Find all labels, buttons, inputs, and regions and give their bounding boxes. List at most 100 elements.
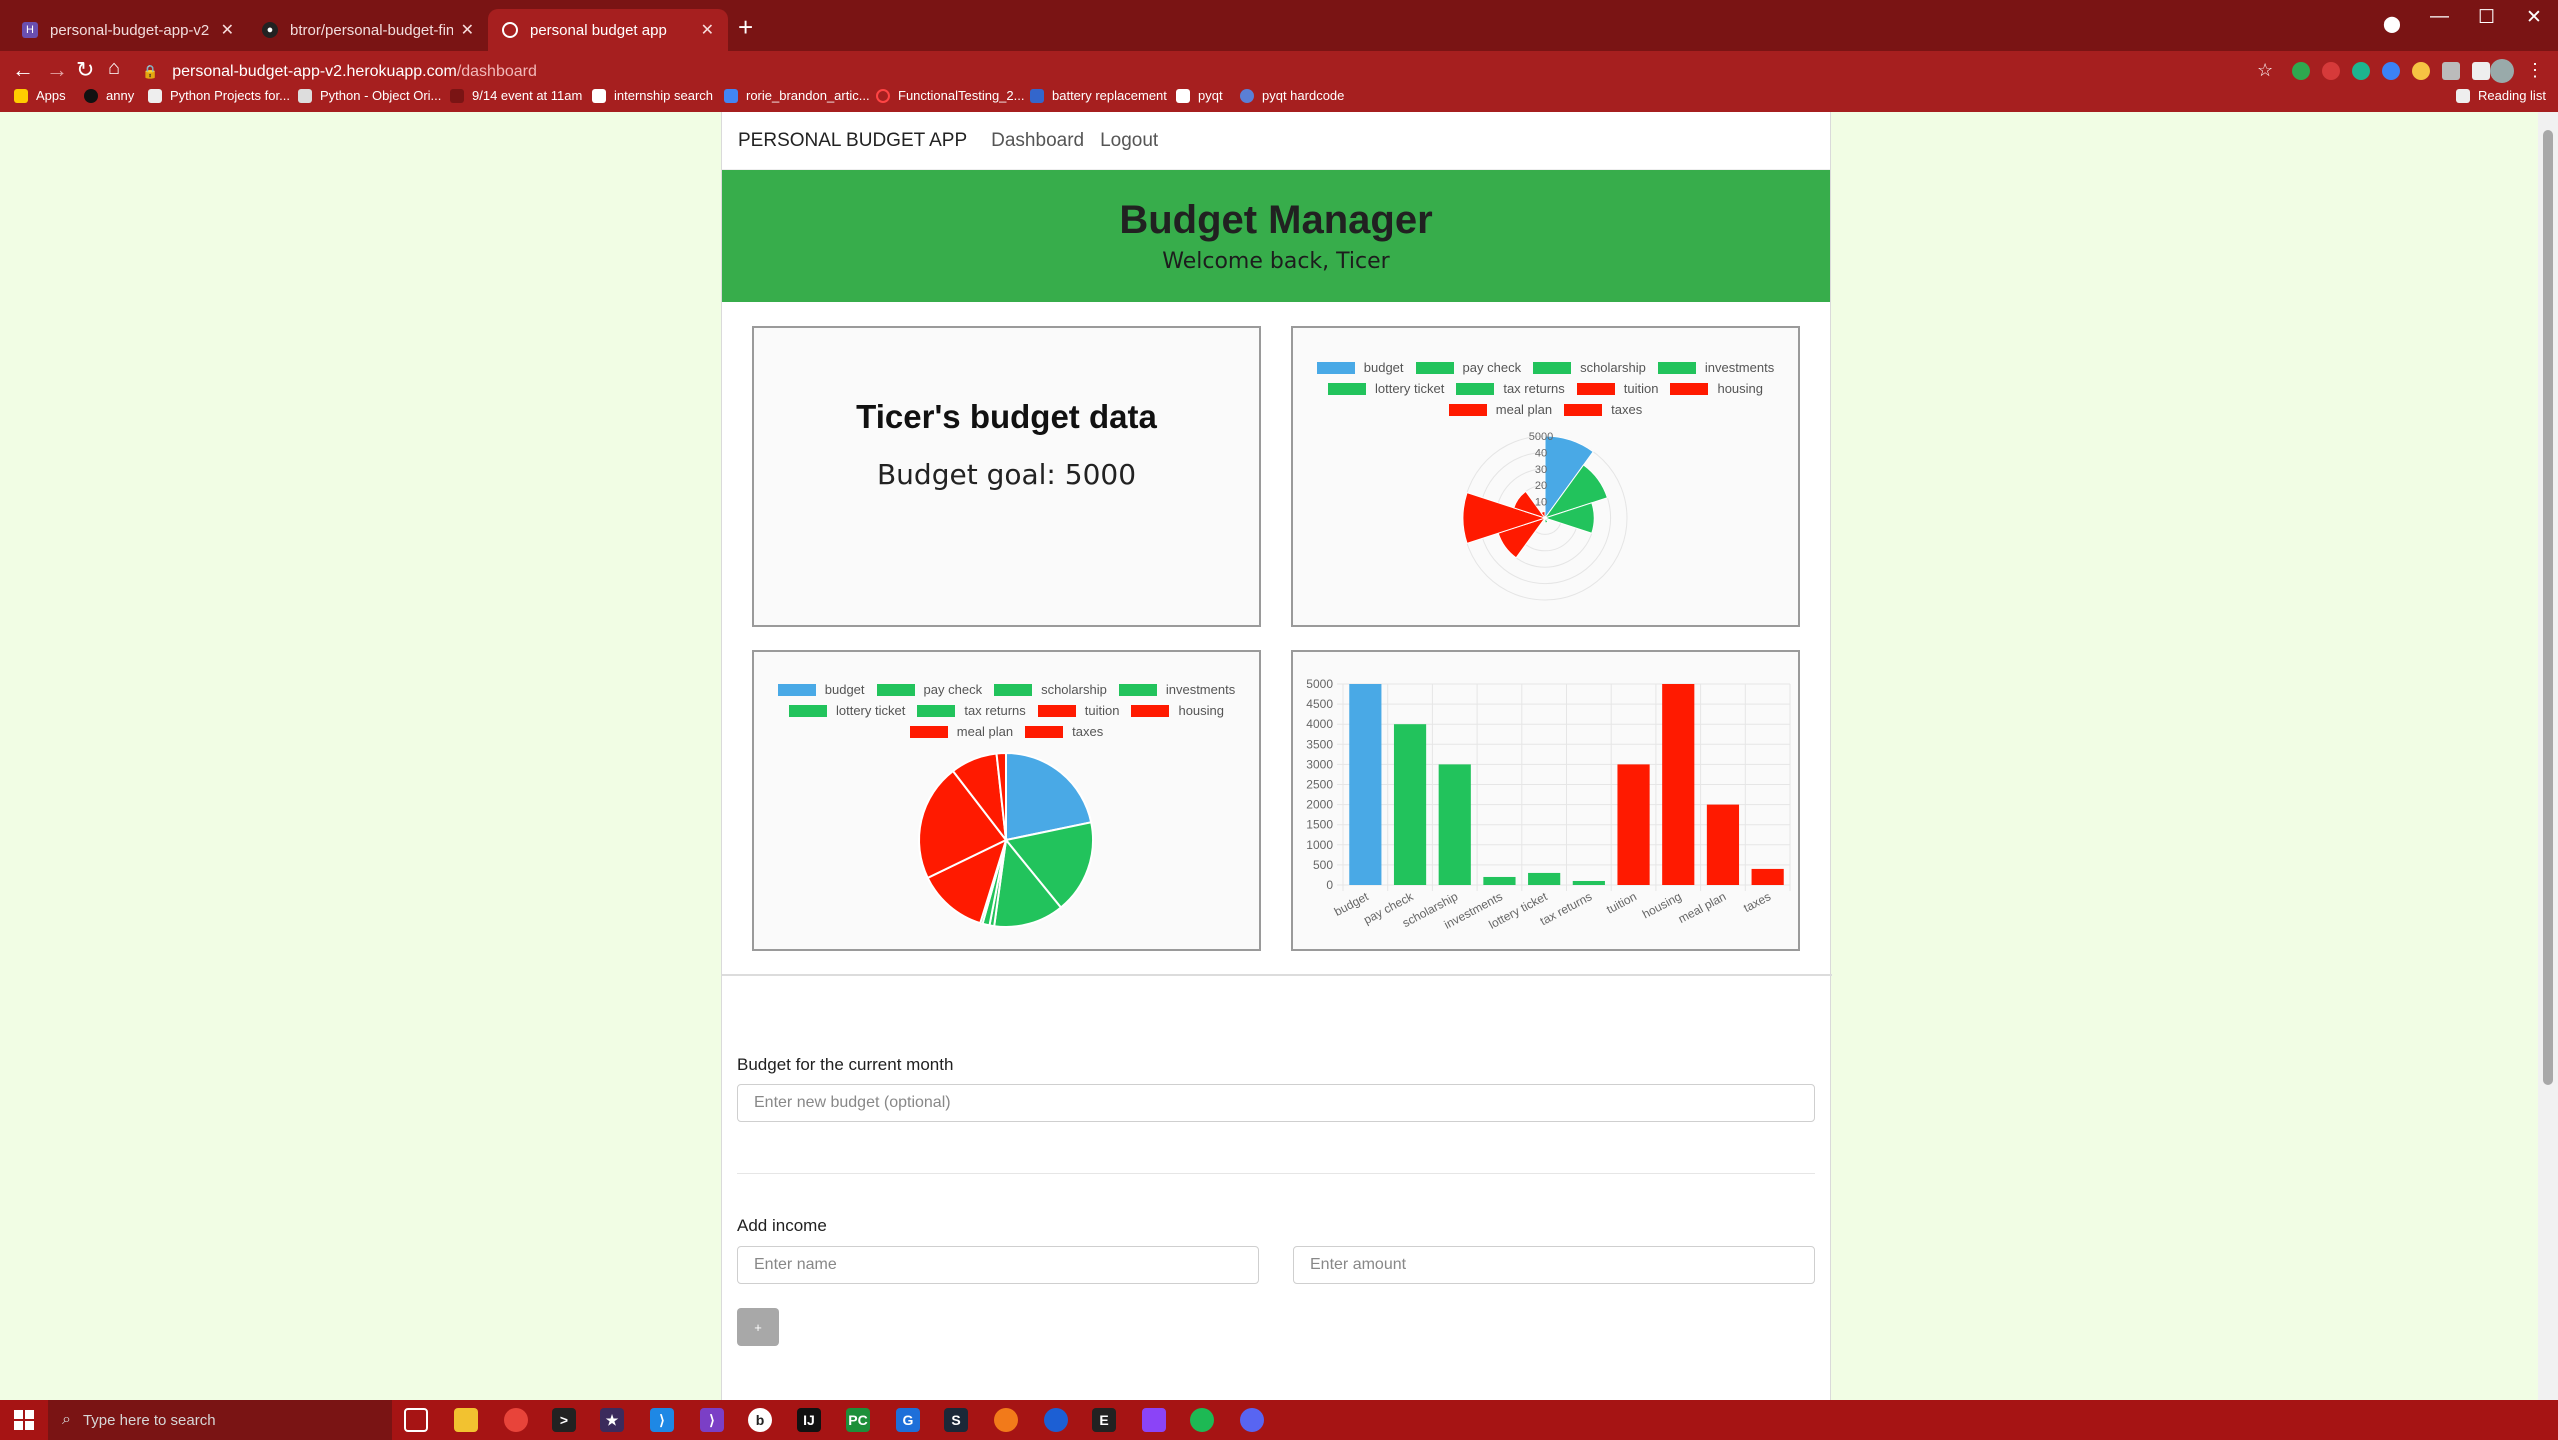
- bookmark-item[interactable]: 9/14 event at 11am: [450, 88, 582, 103]
- legend-item[interactable]: meal plan: [1448, 402, 1552, 417]
- brand[interactable]: PERSONAL BUDGET APP: [738, 129, 968, 151]
- close-tab-icon[interactable]: ✕: [460, 22, 474, 39]
- income-amount-input[interactable]: [1293, 1246, 1815, 1284]
- scrollbar-thumb[interactable]: [2543, 130, 2553, 1085]
- close-tab-icon[interactable]: ✕: [700, 22, 714, 39]
- profile-dropdown-icon[interactable]: ⬤: [2383, 16, 2401, 33]
- legend-item[interactable]: lottery ticket: [788, 703, 906, 718]
- close-tab-icon[interactable]: ✕: [220, 22, 234, 39]
- spotify-icon[interactable]: [1190, 1408, 1214, 1432]
- minimize-icon[interactable]: —: [2430, 6, 2449, 27]
- nav-logout[interactable]: Logout: [1100, 129, 1159, 151]
- budget-input[interactable]: [737, 1084, 1815, 1122]
- bar: [1572, 880, 1605, 885]
- doc-icon: [724, 88, 738, 103]
- chrome-icon[interactable]: [504, 1408, 528, 1432]
- legend-item[interactable]: housing: [1131, 703, 1224, 718]
- discord-icon[interactable]: [1240, 1408, 1264, 1432]
- adblock-icon[interactable]: [2322, 62, 2340, 80]
- scrollbar[interactable]: [2538, 112, 2558, 1400]
- bookmark-item[interactable]: battery replacement: [1030, 88, 1167, 103]
- legend-item[interactable]: budget: [777, 682, 865, 697]
- close-window-icon[interactable]: ✕: [2526, 7, 2542, 28]
- bookmark-item[interactable]: pyqt: [1176, 88, 1223, 103]
- legend-item[interactable]: tuition: [1037, 703, 1120, 718]
- browser-tab[interactable]: ● btror/personal-budget-final-v2: ... ✕: [248, 9, 488, 51]
- twitch-icon[interactable]: [1142, 1408, 1166, 1432]
- bookmark-item[interactable]: Python Projects for...: [148, 88, 290, 103]
- taskbar-search[interactable]: ⌕ Type here to search: [48, 1400, 392, 1440]
- bookmark-item[interactable]: internship search: [592, 88, 713, 103]
- legend-item[interactable]: pay check: [1415, 360, 1521, 375]
- legend-label: lottery ticket: [835, 703, 906, 718]
- app-icon[interactable]: G: [896, 1408, 920, 1432]
- page-viewport: PERSONAL BUDGET APP Dashboard Logout Bud…: [0, 112, 2558, 1400]
- home-icon[interactable]: ⌂: [108, 57, 121, 79]
- legend-row: lottery ticket tax returns tuition housing: [1293, 381, 1798, 396]
- extensions-puzzle-icon[interactable]: [2442, 62, 2460, 80]
- legend-item[interactable]: scholarship: [994, 682, 1107, 697]
- app-icon[interactable]: E: [1092, 1408, 1116, 1432]
- legend-item[interactable]: pay check: [876, 682, 982, 697]
- extension-icon[interactable]: [2352, 62, 2370, 80]
- pycharm-icon[interactable]: PC: [846, 1408, 870, 1432]
- new-tab-icon[interactable]: +: [738, 12, 754, 42]
- visual-studio-icon[interactable]: ⟩: [700, 1408, 724, 1432]
- reading-list[interactable]: Reading list: [2456, 88, 2546, 103]
- bookmark-star-icon[interactable]: ☆: [2257, 60, 2274, 80]
- legend-label: tuition: [1084, 703, 1120, 718]
- legend-item[interactable]: housing: [1670, 381, 1763, 396]
- app-icon[interactable]: b: [748, 1408, 772, 1432]
- profile-avatar[interactable]: [2490, 59, 2514, 83]
- windows-taskbar: ⌕ Type here to search > ★ ⟩ ⟩ b IJ PC G S…: [0, 1400, 2558, 1440]
- legend-label: housing: [1178, 703, 1225, 718]
- file-explorer-icon[interactable]: [454, 1408, 478, 1432]
- intellij-icon[interactable]: IJ: [797, 1408, 821, 1432]
- legend-item[interactable]: tax returns: [917, 703, 1026, 718]
- bookmark-icon: [84, 88, 98, 103]
- legend-swatch: [1316, 361, 1355, 374]
- terminal-icon[interactable]: >: [552, 1408, 576, 1432]
- app-icon[interactable]: [1044, 1408, 1068, 1432]
- bookmark-item[interactable]: Python - Object Ori...: [298, 88, 441, 103]
- steam-icon[interactable]: S: [944, 1408, 968, 1432]
- legend-item[interactable]: tuition: [1576, 381, 1658, 396]
- back-icon[interactable]: ←: [12, 57, 34, 82]
- extension-icon[interactable]: [2412, 62, 2430, 80]
- income-name-input[interactable]: [737, 1246, 1259, 1284]
- legend-item[interactable]: meal plan: [909, 724, 1013, 739]
- legend-item[interactable]: taxes: [1025, 724, 1103, 739]
- app-icon[interactable]: [994, 1408, 1018, 1432]
- pie-slice: [993, 837, 1063, 928]
- legend-item[interactable]: investments: [1657, 360, 1774, 375]
- bookmark-apps[interactable]: Apps: [14, 88, 66, 103]
- menu-kebab-icon[interactable]: ⋮: [2526, 60, 2544, 80]
- legend-item[interactable]: taxes: [1564, 402, 1642, 417]
- vscode-icon[interactable]: ⟩: [650, 1408, 674, 1432]
- income-label: Add income: [737, 1216, 827, 1235]
- reading-queue-icon[interactable]: [2472, 62, 2490, 80]
- browser-tab-active[interactable]: personal budget app ✕: [488, 9, 728, 51]
- address-bar[interactable]: 🔒 personal-budget-app-v2.herokuapp.com/d…: [142, 63, 537, 80]
- extension-icon[interactable]: [2292, 62, 2310, 80]
- task-view-icon[interactable]: [404, 1408, 428, 1432]
- bookmark-item[interactable]: FunctionalTesting_2...: [876, 88, 1024, 103]
- legend-item[interactable]: lottery ticket: [1327, 381, 1444, 396]
- bookmark-item[interactable]: pyqt hardcode: [1240, 88, 1344, 103]
- browser-tab[interactable]: H personal-budget-app-v2 · Settings ✕: [8, 9, 248, 51]
- extension-icon[interactable]: [2382, 62, 2400, 80]
- nav-dashboard[interactable]: Dashboard: [991, 129, 1085, 151]
- legend-item[interactable]: investments: [1118, 682, 1235, 697]
- bookmark-item[interactable]: anny: [84, 88, 134, 103]
- legend-item[interactable]: tax returns: [1456, 381, 1565, 396]
- bookmark-icon: [298, 88, 312, 103]
- legend-item[interactable]: scholarship: [1533, 360, 1646, 375]
- bookmark-item[interactable]: rorie_brandon_artic...: [724, 88, 870, 103]
- forward-icon[interactable]: →: [46, 57, 68, 82]
- reload-icon[interactable]: ↻: [76, 57, 95, 82]
- windows-start-icon[interactable]: [14, 1410, 34, 1430]
- maximize-icon[interactable]: ☐: [2478, 7, 2496, 28]
- app-icon[interactable]: ★: [600, 1408, 624, 1432]
- legend-item[interactable]: budget: [1316, 360, 1404, 375]
- add-income-button[interactable]: +: [737, 1308, 779, 1346]
